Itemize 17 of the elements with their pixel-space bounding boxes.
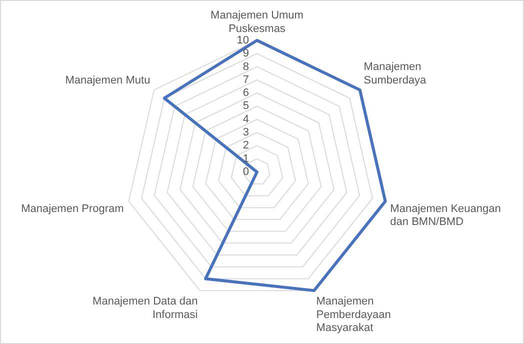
spoke-label: Manajemen Data dan Informasi: [92, 296, 198, 321]
y-tick-label: 3: [242, 126, 249, 139]
y-tick-label: 10: [236, 34, 249, 46]
spoke-label: Manajemen Pemberdayaan Masyarakat: [316, 296, 391, 334]
y-tick-label: 6: [242, 87, 249, 100]
y-tick-label: 7: [242, 74, 249, 86]
spoke-label: Manajemen Program: [21, 203, 124, 216]
spoke-label: Manajemen Keuangan dan BMN/BMD: [390, 203, 501, 228]
spoke-label: Manajemen Sumberdaya: [364, 61, 428, 86]
y-tick-label: 9: [242, 48, 249, 60]
y-tick-label: 8: [242, 60, 249, 73]
y-tick-label: 5: [242, 100, 249, 112]
y-tick-label: 2: [242, 140, 249, 152]
y-tick-label: 4: [242, 113, 249, 126]
y-tick-label: 0: [242, 166, 249, 178]
spoke-label: Manajemen Mutu: [65, 74, 150, 86]
spoke-label: Manajemen Umum Puskesmas: [210, 10, 304, 35]
